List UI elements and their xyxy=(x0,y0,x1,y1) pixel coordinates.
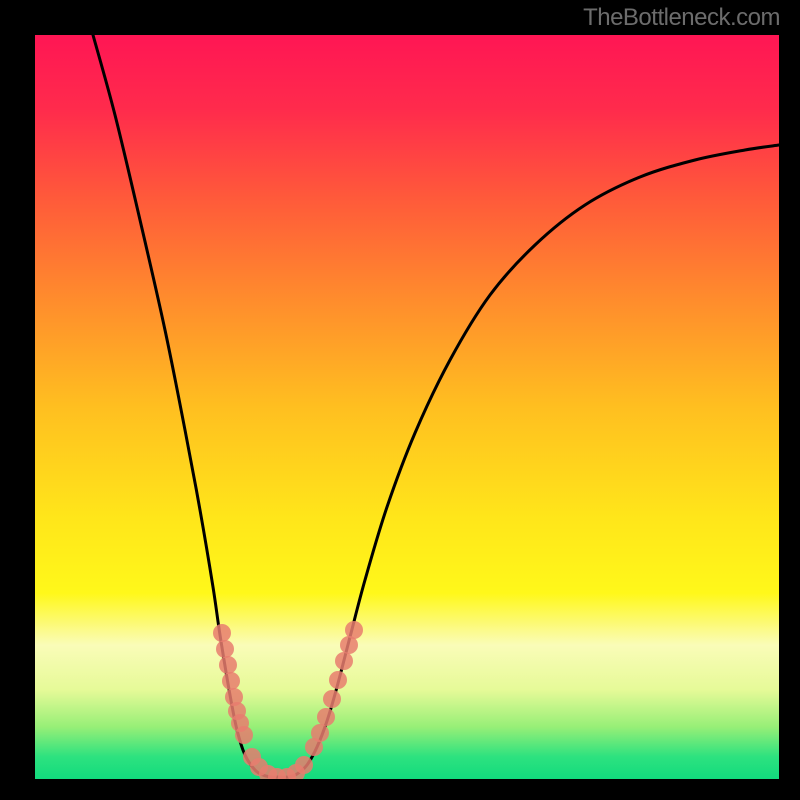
data-point xyxy=(345,621,363,639)
data-point xyxy=(222,672,240,690)
plot-area xyxy=(35,35,779,779)
curve-right-arm xyxy=(279,145,779,777)
curve-left-arm xyxy=(93,35,279,777)
data-point xyxy=(335,652,353,670)
data-point xyxy=(235,726,253,744)
data-point xyxy=(329,671,347,689)
data-point xyxy=(323,690,341,708)
bottleneck-curve xyxy=(35,35,779,779)
data-point xyxy=(295,756,313,774)
data-point xyxy=(216,640,234,658)
watermark-text: TheBottleneck.com xyxy=(583,4,780,32)
data-point xyxy=(213,624,231,642)
data-point xyxy=(311,724,329,742)
data-point-cluster xyxy=(213,621,363,779)
chart-frame: TheBottleneck.com xyxy=(0,0,800,800)
data-point xyxy=(317,708,335,726)
data-point xyxy=(219,656,237,674)
